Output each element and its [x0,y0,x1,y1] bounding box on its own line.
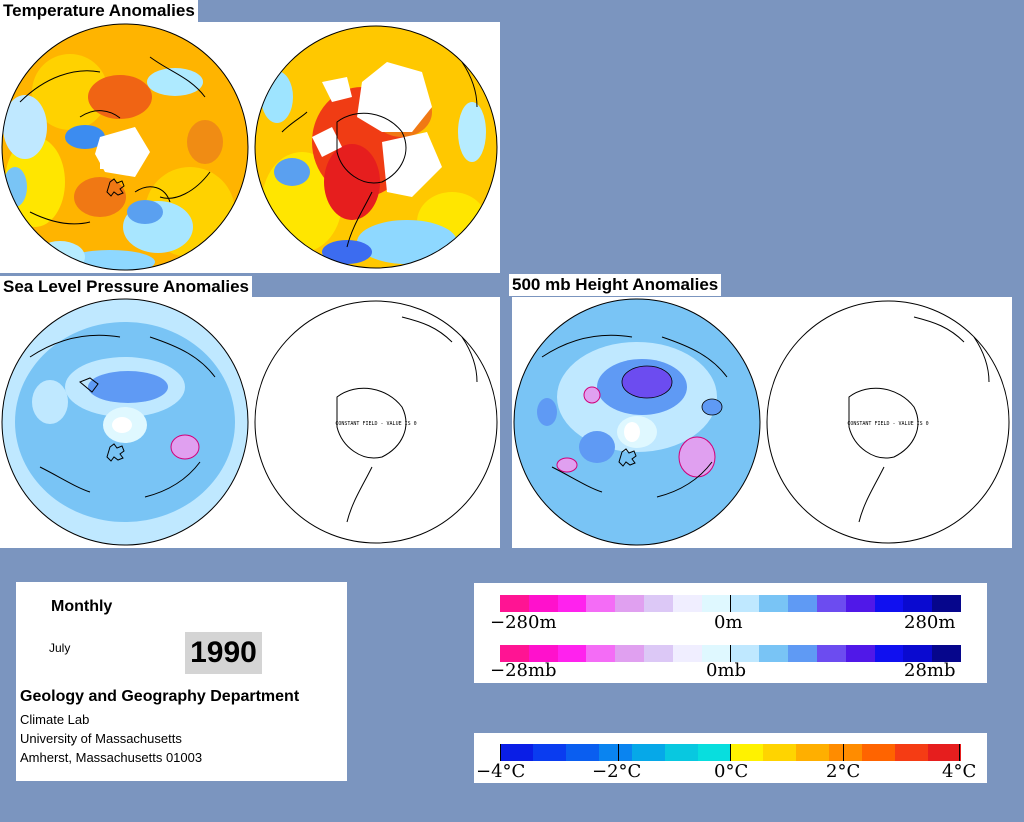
temperature-color-segment [500,744,533,761]
pressure-color-segment [874,645,904,662]
temperature-color-segment [927,744,961,761]
height-color-segment [672,595,702,612]
info-box: Monthly July 1990 Geology and Geography … [16,582,347,781]
temperature-color-segment [730,744,764,761]
height-color-segment [932,595,961,612]
temperature-color-bar [500,744,961,761]
university-label: University of Massachusetts [20,731,182,746]
pressure-color-segment [759,645,789,662]
slp-constant-field-label: CONSTANT FIELD - VALUE IS 0 [335,421,416,427]
temperature-map-south [254,25,498,269]
pressure-scale-right: 28mb [904,660,956,681]
pressure-color-segment [500,645,529,662]
lab-label: Climate Lab [20,712,90,727]
temperature-color-segment [697,744,731,761]
temperature-color-segment [664,744,698,761]
pressure-color-segment [644,645,673,662]
temperature-color-segment [565,744,599,761]
temperature-color-segment [862,744,896,761]
slp-map-south: CONSTANT FIELD - VALUE IS 0 [254,300,498,544]
address-label: Amherst, Massachusetts 01003 [20,750,203,765]
temperature-scale-box: −4°C −2°C 0°C 2°C 4°C [474,733,987,783]
temperature-color-segment [829,744,863,761]
height-color-segment [615,595,645,612]
slp-title: Sea Level Pressure Anomalies [0,276,253,298]
pressure-color-segment [586,645,616,662]
temperature-map-north [1,23,249,271]
slp-map-north [1,298,249,546]
department-label: Geology and Geography Department [20,688,300,705]
year-label: 1990 [185,632,262,674]
temp-scale-neg4: −4°C [476,761,526,782]
height-color-segment [903,595,933,612]
height-scale-left: −280m [490,612,557,633]
pressure-color-segment [845,645,875,662]
temperature-color-segment [598,744,632,761]
height-scale-right: 280m [904,612,956,633]
pressure-color-segment [557,645,587,662]
height-scale-mid: 0m [714,612,743,633]
height500-constant-field-label: CONSTANT FIELD - VALUE IS 0 [847,421,928,427]
temperature-color-segment [796,744,830,761]
height-color-segment [586,595,616,612]
pressure-color-segment [701,645,731,662]
height-color-segment [816,595,846,612]
pressure-color-bar [500,645,961,662]
pressure-color-segment [903,645,933,662]
temp-scale-4: 4°C [942,761,977,782]
height-color-segment [644,595,673,612]
pressure-scale-left: −28mb [490,660,557,681]
height500-map-north [513,298,761,546]
temp-scale-2: 2°C [826,761,861,782]
anomaly-scale-box: −280m 0m 280m −28mb 0mb 28mb [474,583,987,683]
height-color-segment [557,595,587,612]
temperature-color-segment [763,744,797,761]
height-color-bar [500,595,961,612]
temperature-color-segment [895,744,928,761]
temp-scale-neg2: −2°C [592,761,642,782]
temperature-title: Temperature Anomalies [0,0,198,22]
height-color-segment [500,595,529,612]
height500-title: 500 mb Height Anomalies [509,274,722,296]
height-color-segment [788,595,817,612]
pressure-color-segment [528,645,558,662]
height500-map-south: CONSTANT FIELD - VALUE IS 0 [766,300,1010,544]
period-label: Monthly [51,598,113,615]
temperature-color-segment [532,744,566,761]
height-color-segment [874,595,904,612]
pressure-color-segment [816,645,846,662]
temperature-color-segment [631,744,665,761]
height-color-segment [759,595,789,612]
temp-scale-0: 0°C [714,761,749,782]
pressure-scale-mid: 0mb [706,660,747,681]
month-label: July [49,641,71,655]
height-color-segment [528,595,558,612]
pressure-color-segment [932,645,961,662]
pressure-color-segment [615,645,645,662]
height-color-segment [701,595,731,612]
height-color-segment [845,595,875,612]
pressure-color-segment [730,645,760,662]
height-color-segment [730,595,760,612]
pressure-color-segment [672,645,702,662]
pressure-color-segment [788,645,817,662]
